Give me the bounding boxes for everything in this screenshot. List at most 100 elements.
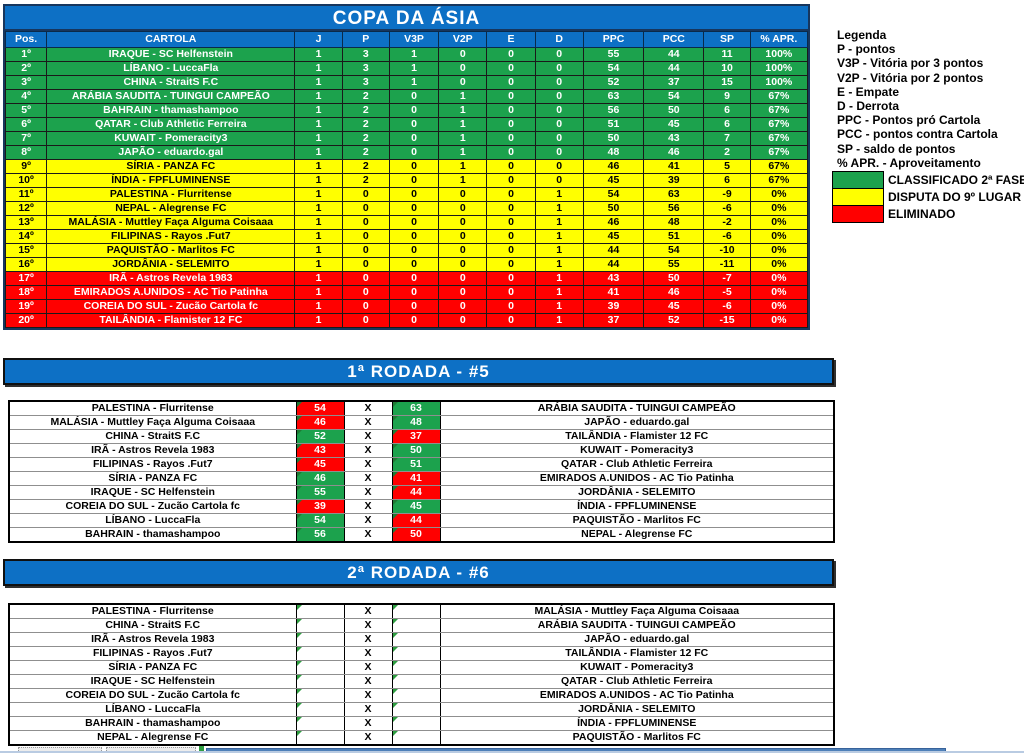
standings-cell-losses[interactable]: 0 xyxy=(534,131,584,146)
away-team-cell[interactable]: NEPAL - Alegrense FC xyxy=(439,527,835,543)
standings-cell-efficiency[interactable]: 0% xyxy=(749,229,809,244)
standings-cell-team-name[interactable]: CHINA - StraitS F.C xyxy=(46,75,296,90)
standings-cell-draws[interactable]: 0 xyxy=(486,159,536,174)
standings-cell-position[interactable]: 18º xyxy=(4,285,48,300)
standings-cell-team-name[interactable]: SÍRIA - PANZA FC xyxy=(46,159,296,174)
standings-cell-points-against[interactable]: 44 xyxy=(643,61,705,76)
standings-cell-team-name[interactable]: TAILÂNDIA - Flamister 12 FC xyxy=(46,313,296,328)
standings-cell-efficiency[interactable]: 67% xyxy=(749,131,809,146)
away-score-cell[interactable] xyxy=(391,688,441,703)
standings-cell-points-against[interactable]: 54 xyxy=(643,89,705,104)
standings-cell-points-balance[interactable]: -9 xyxy=(703,187,751,202)
standings-cell-v3p[interactable]: 0 xyxy=(388,313,440,328)
standings-cell-points[interactable]: 2 xyxy=(341,103,390,118)
home-team-cell[interactable]: PALESTINA - Flurritense xyxy=(8,603,297,619)
home-score-cell[interactable]: 39 xyxy=(295,499,345,514)
standings-cell-games[interactable]: 1 xyxy=(294,103,343,118)
away-team-cell[interactable]: PAQUISTÃO - Marlitos FC xyxy=(439,730,835,746)
standings-cell-draws[interactable]: 0 xyxy=(486,257,536,272)
standings-cell-position[interactable]: 10º xyxy=(4,173,48,188)
standings-cell-losses[interactable]: 1 xyxy=(534,229,584,244)
standings-cell-games[interactable]: 1 xyxy=(294,285,343,300)
standings-cell-draws[interactable]: 0 xyxy=(486,47,536,62)
standings-cell-team-name[interactable]: JAPÃO - eduardo.gal xyxy=(46,145,296,160)
home-score-cell[interactable]: 45 xyxy=(295,457,345,472)
standings-cell-losses[interactable]: 1 xyxy=(534,313,584,328)
standings-cell-position[interactable]: 14º xyxy=(4,229,48,244)
home-score-cell[interactable] xyxy=(295,702,345,717)
standings-cell-draws[interactable]: 0 xyxy=(486,131,536,146)
away-score-cell[interactable] xyxy=(391,618,441,633)
standings-cell-v2p[interactable]: 1 xyxy=(438,173,488,188)
home-score-cell[interactable]: 56 xyxy=(295,527,345,543)
home-team-cell[interactable]: FILIPINAS - Rayos .Fut7 xyxy=(8,457,297,472)
standings-cell-v2p[interactable]: 1 xyxy=(438,131,488,146)
away-team-cell[interactable]: JAPÃO - eduardo.gal xyxy=(439,632,835,647)
standings-cell-points-balance[interactable]: 6 xyxy=(703,117,751,132)
standings-cell-points-pro[interactable]: 50 xyxy=(582,201,645,216)
standings-cell-points-against[interactable]: 63 xyxy=(643,187,705,202)
standings-cell-v2p[interactable]: 0 xyxy=(438,215,488,230)
standings-cell-position[interactable]: 8º xyxy=(4,145,48,160)
sheet-tab[interactable] xyxy=(18,747,102,753)
versus-cell[interactable]: X xyxy=(343,688,393,703)
standings-cell-position[interactable]: 13º xyxy=(4,215,48,230)
standings-cell-position[interactable]: 20º xyxy=(4,313,48,328)
standings-cell-v3p[interactable]: 0 xyxy=(388,257,440,272)
standings-cell-points[interactable]: 0 xyxy=(341,187,390,202)
standings-cell-points-balance[interactable]: 6 xyxy=(703,103,751,118)
standings-cell-losses[interactable]: 1 xyxy=(534,187,584,202)
standings-cell-v2p[interactable]: 1 xyxy=(438,145,488,160)
versus-cell[interactable]: X xyxy=(343,471,393,486)
away-team-cell[interactable]: KUWAIT - Pomeracity3 xyxy=(439,443,835,458)
home-team-cell[interactable]: IRÃ - Astros Revela 1983 xyxy=(8,632,297,647)
standings-cell-points-balance[interactable]: 7 xyxy=(703,131,751,146)
standings-cell-losses[interactable]: 0 xyxy=(534,159,584,174)
standings-cell-team-name[interactable]: PALESTINA - Flurritense xyxy=(46,187,296,202)
standings-cell-team-name[interactable]: QATAR - Club Athletic Ferreira xyxy=(46,117,296,132)
home-team-cell[interactable]: LÍBANO - LuccaFla xyxy=(8,513,297,528)
standings-cell-v3p[interactable]: 0 xyxy=(388,89,440,104)
away-score-cell[interactable]: 63 xyxy=(391,400,441,416)
standings-cell-v2p[interactable]: 0 xyxy=(438,243,488,258)
standings-cell-points-against[interactable]: 46 xyxy=(643,145,705,160)
standings-cell-losses[interactable]: 1 xyxy=(534,271,584,286)
home-score-cell[interactable] xyxy=(295,674,345,689)
away-team-cell[interactable]: KUWAIT - Pomeracity3 xyxy=(439,660,835,675)
standings-cell-points[interactable]: 0 xyxy=(341,201,390,216)
standings-cell-games[interactable]: 1 xyxy=(294,243,343,258)
away-score-cell[interactable]: 44 xyxy=(391,513,441,528)
standings-cell-v3p[interactable]: 0 xyxy=(388,229,440,244)
standings-cell-position[interactable]: 7º xyxy=(4,131,48,146)
standings-cell-losses[interactable]: 0 xyxy=(534,145,584,160)
standings-cell-efficiency[interactable]: 0% xyxy=(749,187,809,202)
home-team-cell[interactable]: CHINA - StraitS F.C xyxy=(8,618,297,633)
standings-cell-games[interactable]: 1 xyxy=(294,47,343,62)
standings-cell-team-name[interactable]: MALÁSIA - Muttley Faça Alguma Coisaaa xyxy=(46,215,296,230)
home-team-cell[interactable]: COREIA DO SUL - Zucão Cartola fc xyxy=(8,688,297,703)
standings-cell-points-balance[interactable]: 6 xyxy=(703,173,751,188)
away-team-cell[interactable]: EMIRADOS A.UNIDOS - AC Tio Patinha xyxy=(439,688,835,703)
standings-cell-v3p[interactable]: 0 xyxy=(388,243,440,258)
standings-cell-games[interactable]: 1 xyxy=(294,159,343,174)
standings-cell-games[interactable]: 1 xyxy=(294,173,343,188)
away-team-cell[interactable]: JAPÃO - eduardo.gal xyxy=(439,415,835,430)
home-team-cell[interactable]: FILIPINAS - Rayos .Fut7 xyxy=(8,646,297,661)
away-score-cell[interactable] xyxy=(391,716,441,731)
standings-cell-losses[interactable]: 0 xyxy=(534,61,584,76)
away-team-cell[interactable]: QATAR - Club Athletic Ferreira xyxy=(439,674,835,689)
versus-cell[interactable]: X xyxy=(343,443,393,458)
versus-cell[interactable]: X xyxy=(343,499,393,514)
standings-cell-team-name[interactable]: NEPAL - Alegrense FC xyxy=(46,201,296,216)
home-score-cell[interactable] xyxy=(295,688,345,703)
standings-cell-losses[interactable]: 1 xyxy=(534,257,584,272)
away-team-cell[interactable]: JORDÂNIA - SELEMITO xyxy=(439,485,835,500)
standings-cell-efficiency[interactable]: 0% xyxy=(749,313,809,328)
standings-cell-losses[interactable]: 0 xyxy=(534,47,584,62)
away-score-cell[interactable]: 51 xyxy=(391,457,441,472)
versus-cell[interactable]: X xyxy=(343,632,393,647)
standings-cell-points-against[interactable]: 51 xyxy=(643,229,705,244)
standings-cell-points-pro[interactable]: 52 xyxy=(582,75,645,90)
standings-cell-points-against[interactable]: 46 xyxy=(643,285,705,300)
home-team-cell[interactable]: SÍRIA - PANZA FC xyxy=(8,471,297,486)
